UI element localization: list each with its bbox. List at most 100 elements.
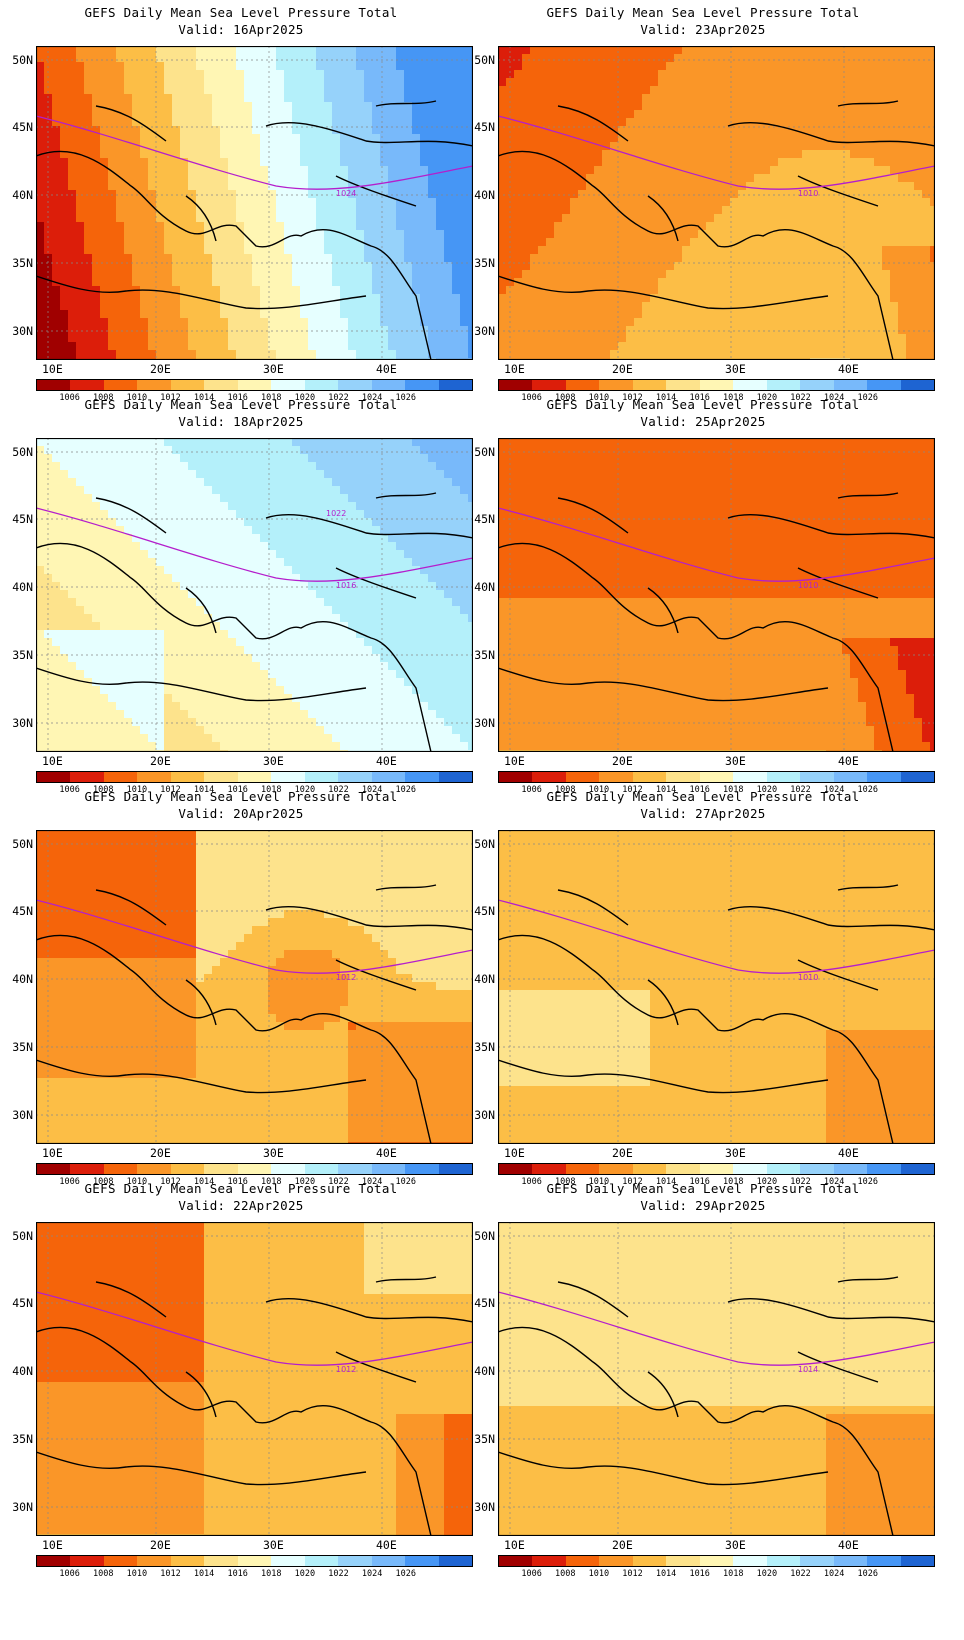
colorbar-level-label: 1006 (59, 393, 80, 403)
coastline-borders (498, 492, 935, 752)
colorbar-level-label: 1016 (689, 1569, 710, 1579)
colorbar-level-label: 1020 (294, 1177, 316, 1187)
colorbar-swatch (405, 1556, 439, 1566)
colorbar-swatch (204, 380, 238, 390)
latitude-label: 30N (12, 1500, 33, 1514)
colorbar-level-label: 1006 (59, 1177, 80, 1187)
panel-title: GEFS Daily Mean Sea Level Pressure Total (546, 1181, 860, 1196)
coastline-borders (498, 100, 935, 360)
colorbar-level-label: 1018 (723, 785, 744, 795)
colorbar-level-label: 1012 (622, 1177, 643, 1187)
colorbar-level-label: 1024 (823, 393, 845, 403)
isobar-label: 1012 (336, 973, 356, 982)
panel-title: GEFS Daily Mean Sea Level Pressure Total (84, 397, 398, 412)
latitude-label: 40N (474, 188, 495, 202)
colorbar-swatch (304, 1556, 339, 1566)
colorbar-swatch (137, 772, 171, 782)
map-frame (498, 46, 935, 360)
map-frame (498, 438, 935, 752)
longitude-label: 40E (838, 1538, 859, 1552)
latitude-label: 30N (12, 1108, 33, 1122)
colorbar-level-label: 1014 (655, 1569, 677, 1579)
colorbar-swatch (405, 772, 439, 782)
map-panel: GEFS Daily Mean Sea Level Pressure Total… (0, 392, 482, 802)
colorbar-level-label: 1010 (588, 785, 610, 795)
colorbar-level-label: 1022 (790, 1177, 811, 1187)
colorbar-level-label: 1006 (521, 393, 542, 403)
colorbar-level-label: 1012 (622, 393, 643, 403)
longitude-label: 30E (263, 1538, 284, 1552)
colorbar-swatch (204, 772, 238, 782)
longitude-label: 20E (612, 1146, 633, 1160)
latitude-label: 35N (12, 256, 33, 270)
colorbar-swatch (499, 1556, 533, 1566)
latitude-label: 35N (12, 1040, 33, 1054)
longitude-label: 40E (376, 362, 397, 376)
colorbar-swatch (304, 1164, 339, 1174)
colorbar-level-label: 1014 (193, 1177, 215, 1187)
colorbar-swatch (70, 380, 104, 390)
colorbar-swatch (565, 380, 600, 390)
colorbar-swatch (733, 380, 767, 390)
colorbar-level-label: 1008 (92, 1569, 114, 1579)
colorbar-swatch (867, 772, 901, 782)
colorbar-level-label: 1016 (227, 1569, 248, 1579)
colorbar-swatch (599, 380, 633, 390)
latitude-label: 35N (12, 648, 33, 662)
colorbar-swatch (766, 772, 801, 782)
longitude-label: 40E (838, 1146, 859, 1160)
colorbar-swatch (70, 1164, 104, 1174)
colorbar-swatch (800, 1164, 834, 1174)
isobar-contour (36, 1291, 473, 1366)
latitude-label: 40N (12, 972, 33, 986)
colorbar-swatch (338, 380, 372, 390)
colorbar-level-label: 1020 (294, 393, 316, 403)
colorbar-swatch (70, 1556, 104, 1566)
map-panel: GEFS Daily Mean Sea Level Pressure Total… (462, 392, 944, 802)
colorbar-level-label: 1018 (261, 785, 282, 795)
map-panel: GEFS Daily Mean Sea Level Pressure Total… (0, 784, 482, 1194)
colorbar-swatch (438, 1164, 473, 1174)
longitude-label: 30E (725, 1146, 746, 1160)
panel-title: GEFS Daily Mean Sea Level Pressure Total (84, 5, 398, 20)
isobar-label: 1022 (326, 509, 346, 518)
colorbar-level-label: 1010 (588, 393, 610, 403)
pressure-map: 1012 (36, 830, 473, 1144)
panel-valid-date: Valid: 22Apr2025 (178, 1198, 304, 1213)
colorbar-swatch (867, 380, 901, 390)
colorbar-swatch (532, 1556, 566, 1566)
colorbar-swatch (800, 772, 834, 782)
colorbar-level-label: 1024 (823, 1569, 845, 1579)
colorbar-swatch (632, 772, 667, 782)
latitude-label: 50N (474, 445, 495, 459)
colorbar-swatch (632, 380, 667, 390)
isobar-contour (36, 115, 473, 190)
colorbar-swatch (405, 380, 439, 390)
coastline-borders (36, 100, 473, 360)
panel-valid-date: Valid: 20Apr2025 (178, 806, 304, 821)
panel-title: GEFS Daily Mean Sea Level Pressure Total (84, 1181, 398, 1196)
panel-valid-date: Valid: 29Apr2025 (640, 1198, 766, 1213)
colorbar-swatch (170, 772, 205, 782)
latitude-label: 50N (12, 1229, 33, 1243)
longitude-label: 40E (376, 754, 397, 768)
colorbar-level-label: 1006 (521, 1177, 542, 1187)
panel-title: GEFS Daily Mean Sea Level Pressure Total (546, 789, 860, 804)
latitude-label: 40N (474, 972, 495, 986)
map-frame (36, 46, 473, 360)
panel-valid-date: Valid: 16Apr2025 (178, 22, 304, 37)
colorbar-level-label: 1010 (126, 1569, 148, 1579)
colorbar-level-label: 1022 (790, 785, 811, 795)
longitude-label: 10E (504, 1146, 525, 1160)
colorbar-swatch (632, 1556, 667, 1566)
colorbar-level-label: 1024 (361, 1569, 383, 1579)
colorbar-level-label: 1022 (790, 1569, 811, 1579)
colorbar-level-label: 1026 (395, 393, 417, 403)
colorbar-swatch (237, 772, 272, 782)
longitude-label: 30E (263, 1146, 284, 1160)
colorbar-swatch (338, 1164, 372, 1174)
map-panel: GEFS Daily Mean Sea Level Pressure Total… (462, 0, 944, 410)
latitude-label: 35N (12, 1432, 33, 1446)
colorbar-swatch (204, 1164, 238, 1174)
colorbar-level-label: 1014 (193, 393, 215, 403)
